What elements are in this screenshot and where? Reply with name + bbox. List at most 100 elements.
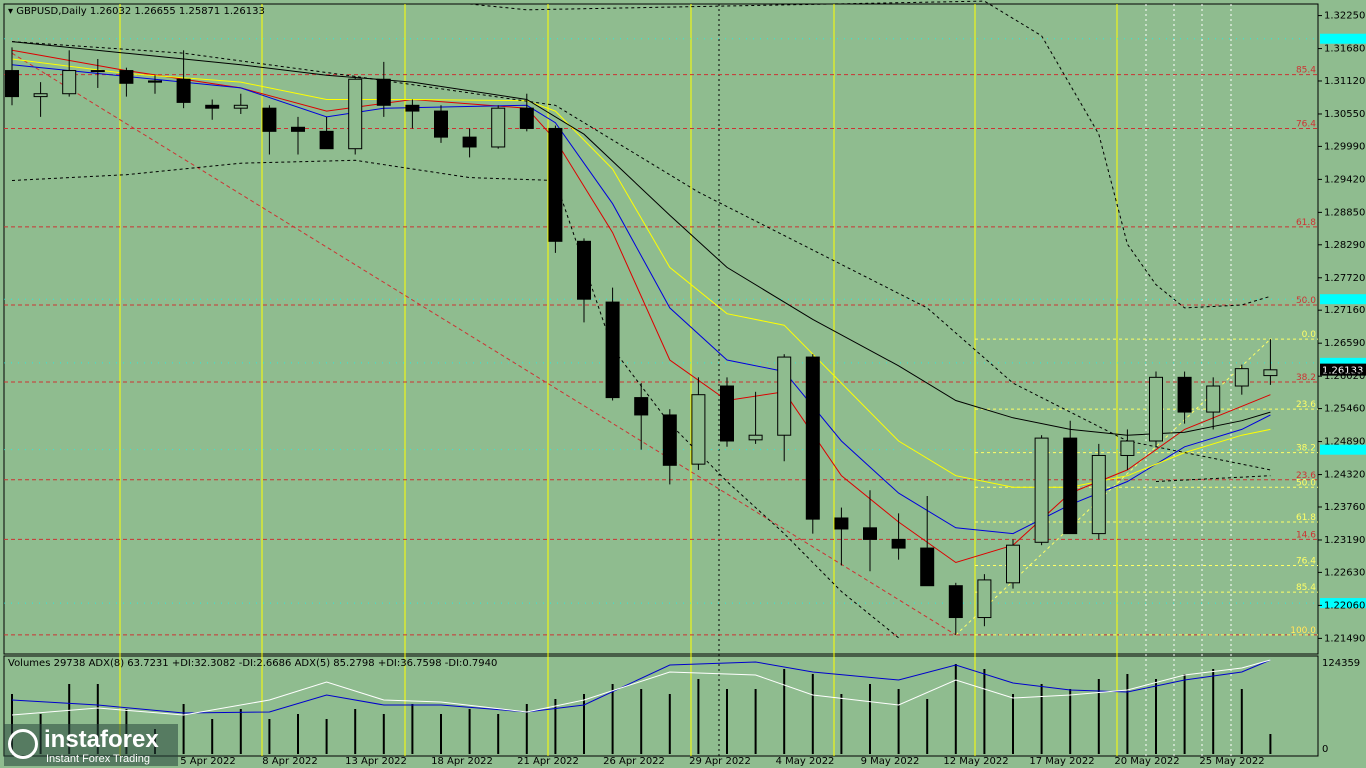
candle-bull — [977, 579, 992, 619]
envelope-lower-line — [11, 159, 899, 639]
x-axis-label: 25 May 2022 — [1199, 756, 1264, 767]
ma-red-line — [11, 49, 1271, 564]
y-tick-label: 1.23760 — [1324, 502, 1365, 513]
candle-bear — [319, 130, 334, 150]
candle-bear — [291, 126, 305, 132]
candle-bull — [1234, 368, 1249, 387]
candle-bull — [1149, 376, 1163, 442]
candle-bear — [1063, 437, 1078, 535]
candle-bear — [834, 517, 849, 530]
envelope-right-lower-line — [1155, 475, 1271, 482]
x-axis-label: 17 May 2022 — [1029, 756, 1094, 767]
adx-blue-line — [11, 659, 1271, 714]
candle-bear — [176, 78, 191, 103]
x-axis-label: 12 May 2022 — [943, 756, 1008, 767]
fibo-yellow-level-label: 100.0 — [1290, 626, 1316, 636]
fibo-yellow-level-label: 0.0 — [1302, 330, 1317, 340]
candle-bull — [491, 107, 506, 148]
candle-bull — [1263, 369, 1278, 377]
x-axis-label: 4 May 2022 — [776, 756, 835, 767]
logo-mark-icon — [8, 729, 38, 759]
y-tick-label: 1.28850 — [1324, 207, 1365, 218]
y-tick-label: 1.26590 — [1324, 338, 1365, 349]
candle-bear — [948, 585, 963, 619]
y-tick-label: 1.27160 — [1324, 305, 1365, 316]
y-tick-label: 1.31120 — [1324, 76, 1365, 87]
candle-bear — [662, 414, 677, 466]
x-axis-label: 18 Apr 2022 — [431, 756, 493, 767]
fibo-yellow-level-label: 50.0 — [1296, 478, 1316, 488]
x-axis-label: 21 Apr 2022 — [517, 756, 579, 767]
cyan-price-marker — [1320, 33, 1366, 44]
x-axis-label: 20 May 2022 — [1114, 756, 1179, 767]
candle-bear — [920, 547, 935, 587]
cyan-price-marker — [1320, 357, 1366, 368]
y-tick-label: 1.29420 — [1324, 174, 1365, 185]
x-axis-label: 9 May 2022 — [861, 756, 920, 767]
adx-white-line — [11, 659, 1271, 716]
y-tick-label: 1.29990 — [1324, 141, 1365, 152]
candle-bull — [62, 70, 77, 95]
y-tick-label: 1.24890 — [1324, 437, 1365, 448]
symbol-header: ▾ GBPUSD,Daily 1.26032 1.26655 1.25871 1… — [8, 6, 265, 17]
y-tick-label: 1.27720 — [1324, 273, 1365, 284]
fibo-yellow-level-label: 23.6 — [1296, 400, 1316, 410]
candle-bull — [1206, 385, 1221, 413]
fibo-red-level-label: 61.8 — [1296, 218, 1316, 228]
candle-bear — [1177, 376, 1192, 413]
fibo-yellow-level-label: 38.2 — [1296, 444, 1316, 454]
candle-bear — [205, 104, 220, 109]
candle-bull — [348, 78, 363, 150]
y-tick-label: 1.22630 — [1324, 567, 1365, 578]
indicator-max-label: 124359 — [1322, 658, 1360, 669]
candle-bear — [119, 70, 134, 84]
fibo-red-level-label: 23.6 — [1296, 471, 1316, 481]
y-tick-label: 1.30550 — [1324, 109, 1365, 120]
fibo-red-level-label: 100.0 — [1290, 626, 1316, 636]
indicator-header: Volumes 29738 ADX(8) 63.7231 +DI:32.3082… — [8, 658, 497, 669]
y-tick-label: 1.26020 — [1324, 371, 1365, 382]
candle-bull — [33, 93, 48, 98]
y-tick-label: 1.22060 — [1324, 600, 1365, 611]
candle-bear — [462, 136, 477, 148]
current-price-box — [1320, 363, 1366, 376]
x-axis-label: 29 Apr 2022 — [689, 756, 751, 767]
candle-bear — [805, 356, 820, 520]
ma-black-line — [11, 41, 1271, 436]
current-price-label: 1.26133 — [1322, 366, 1363, 377]
fibo-red-level-label: 85.4 — [1296, 66, 1316, 76]
x-axis-label: 8 Apr 2022 — [262, 756, 317, 767]
candle-bull — [233, 104, 248, 109]
candle-bear — [405, 104, 420, 112]
fibo-red-level-label: 50.0 — [1296, 296, 1316, 306]
ma-blue-line — [11, 64, 1271, 535]
candle-bear — [519, 107, 534, 129]
logo-subtitle: Instant Forex Trading — [46, 753, 150, 765]
y-tick-label: 1.23190 — [1324, 535, 1365, 546]
candle-bear — [891, 538, 906, 549]
cyan-price-marker — [1320, 598, 1366, 609]
candle-bear — [605, 301, 620, 399]
y-tick-label: 1.28290 — [1324, 240, 1365, 251]
x-axis-label: 5 Apr 2022 — [180, 756, 235, 767]
y-tick-label: 1.31680 — [1324, 44, 1365, 55]
candle-bear — [434, 110, 448, 138]
ma-yellow-line — [11, 58, 1271, 488]
candle-bull — [90, 70, 105, 73]
candle-bear — [863, 527, 877, 540]
candle-bull — [1091, 454, 1106, 535]
y-tick-label: 1.21490 — [1324, 633, 1365, 644]
candle-bull — [1120, 440, 1135, 456]
candle-bull — [691, 394, 706, 465]
price-panel-frame — [3, 3, 1319, 655]
envelope-upper-line — [11, 41, 1271, 471]
candle-bear — [548, 127, 563, 242]
candle-bear — [262, 107, 277, 132]
candle-bear — [720, 385, 734, 442]
fibo-yellow-level-label: 76.4 — [1296, 556, 1316, 566]
y-tick-label: 1.32250 — [1324, 11, 1365, 22]
x-axis-label: 26 Apr 2022 — [603, 756, 665, 767]
candle-bull — [1006, 544, 1020, 584]
x-axis-label: 13 Apr 2022 — [345, 756, 407, 767]
